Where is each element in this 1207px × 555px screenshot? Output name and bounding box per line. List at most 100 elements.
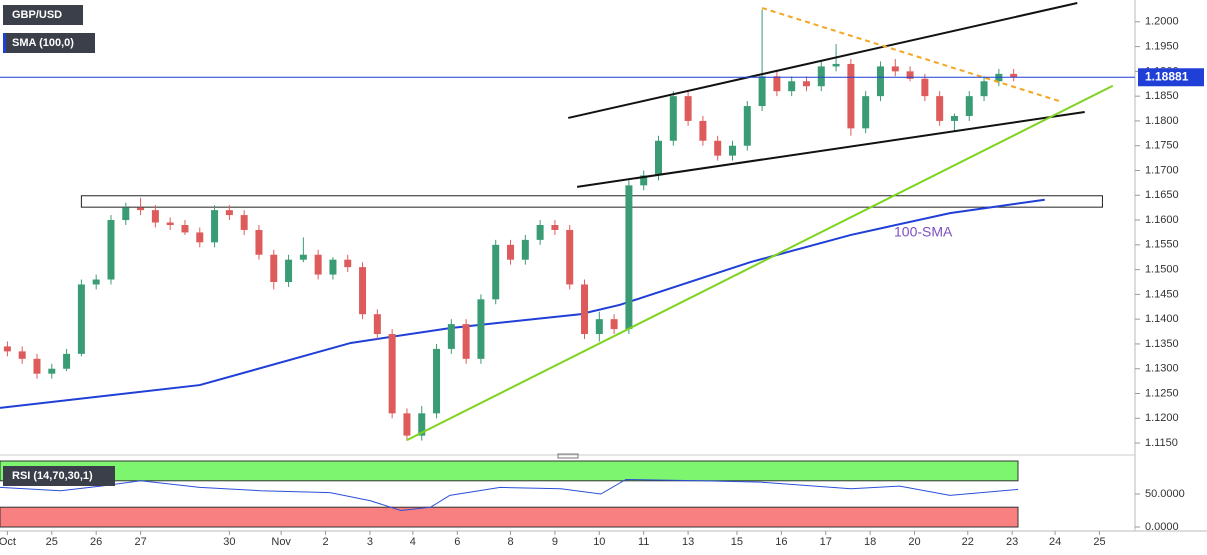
candle-body <box>610 319 618 330</box>
candle-body <box>891 66 899 72</box>
candle-body <box>950 115 958 121</box>
rsi-legend-box <box>3 466 115 486</box>
x-tick-label: 25 <box>46 536 58 548</box>
candle-body <box>270 254 278 282</box>
y-tick-label: 1.1500 <box>1145 264 1179 276</box>
rsi-legend: RSI (14,70,30,1) <box>12 470 93 482</box>
candle-body <box>1010 73 1018 78</box>
trend-line <box>761 6 1063 104</box>
candle-body <box>847 63 855 129</box>
y-tick-label: 1.1650 <box>1145 189 1179 201</box>
y-tick-label: 1.1450 <box>1145 288 1179 300</box>
candle-body <box>240 215 248 230</box>
rsi-oversold-band <box>0 506 1019 528</box>
candle-body <box>921 78 929 97</box>
x-tick-label: 26 <box>90 536 102 548</box>
candle-body <box>255 229 263 255</box>
candle-body <box>714 140 722 156</box>
candle-body <box>536 225 544 240</box>
y-tick-label: 1.1200 <box>1145 412 1179 424</box>
candle-body <box>773 76 781 92</box>
candle-body <box>862 96 870 129</box>
candle-body <box>122 207 130 221</box>
x-tick-label: 22 <box>962 536 974 548</box>
title-box <box>3 5 83 25</box>
candle-body <box>151 210 159 223</box>
candle-body <box>166 222 174 225</box>
x-tick-label: 20 <box>908 536 920 548</box>
candle-body <box>595 319 603 335</box>
trend-line <box>568 1 1078 119</box>
title: GBP/USD <box>12 9 62 21</box>
last-price-box <box>1138 68 1204 87</box>
x-tick-label: 6 <box>454 536 460 548</box>
candle-body <box>225 210 233 216</box>
x-tick-label: 18 <box>864 536 876 548</box>
candle-body <box>77 284 85 354</box>
candle-body <box>507 244 515 260</box>
candle-body <box>137 207 145 211</box>
candle-body <box>669 96 677 141</box>
candle-body <box>359 267 367 315</box>
x-tick-label: 15 <box>731 536 743 548</box>
candle-body <box>817 66 825 87</box>
candle-body <box>728 145 736 156</box>
candle-body <box>521 239 529 260</box>
candle-body <box>92 279 100 285</box>
rsi-line <box>0 478 1019 512</box>
y-tick-label: 1.1150 <box>1145 437 1178 449</box>
x-tick-label: 13 <box>682 536 694 548</box>
candle-body <box>403 413 411 436</box>
candle-body <box>492 244 500 300</box>
y-tick-label: 1.1600 <box>1145 214 1179 226</box>
candle-body <box>832 63 840 67</box>
candle-body <box>433 348 441 414</box>
sma-legend: SMA (100,0) <box>12 37 74 49</box>
x-tick-label: 23 <box>1006 536 1018 548</box>
candle-body <box>640 175 648 186</box>
x-tick-label: Oct <box>0 536 16 548</box>
x-tick-label: 11 <box>638 536 649 548</box>
y-tick-label: 1.1400 <box>1145 313 1179 325</box>
y-tick-label: 1.1850 <box>1145 90 1179 102</box>
rsi-overbought-band <box>0 460 1019 482</box>
candle-body <box>418 413 426 436</box>
sma-legend-swatch <box>3 33 6 53</box>
x-tick-label: 16 <box>775 536 787 548</box>
candle-body <box>477 299 485 359</box>
candle-body <box>980 81 988 97</box>
y-tick-label: 1.1300 <box>1145 363 1179 375</box>
candle-body <box>684 96 692 121</box>
trend-line <box>576 111 1085 188</box>
rsi-y-tick-label: 50.0000 <box>1145 488 1185 500</box>
y-tick-label: 1.2000 <box>1145 16 1179 28</box>
support-zone <box>80 195 1103 208</box>
y-tick-label: 1.1350 <box>1145 338 1179 350</box>
candle-body <box>285 259 293 282</box>
candle-body <box>63 353 71 369</box>
candle-body <box>965 96 973 116</box>
candle-body <box>48 368 56 374</box>
y-tick-label: 1.1250 <box>1145 387 1179 399</box>
x-tick-label: 25 <box>1093 536 1105 548</box>
candle-body <box>876 66 884 97</box>
candle-body <box>655 140 663 176</box>
sma-legend-box <box>3 33 95 53</box>
x-tick-label: 8 <box>507 536 513 548</box>
candle-body <box>699 120 707 141</box>
candle-body <box>196 232 204 243</box>
candle-body <box>373 314 381 335</box>
candle-body <box>329 259 337 275</box>
x-tick-label: 17 <box>820 536 832 548</box>
candle-body <box>33 358 41 374</box>
x-tick-label: 30 <box>223 536 235 548</box>
candle-body <box>566 229 574 285</box>
candle-body <box>299 254 307 260</box>
candle-body <box>581 284 589 335</box>
candle-body <box>181 225 189 233</box>
y-tick-label: 1.1750 <box>1145 140 1179 152</box>
rsi-y-tick-label: 0.0000 <box>1145 521 1179 533</box>
y-tick-label: 1.1550 <box>1145 239 1179 251</box>
candle-body <box>625 185 633 330</box>
